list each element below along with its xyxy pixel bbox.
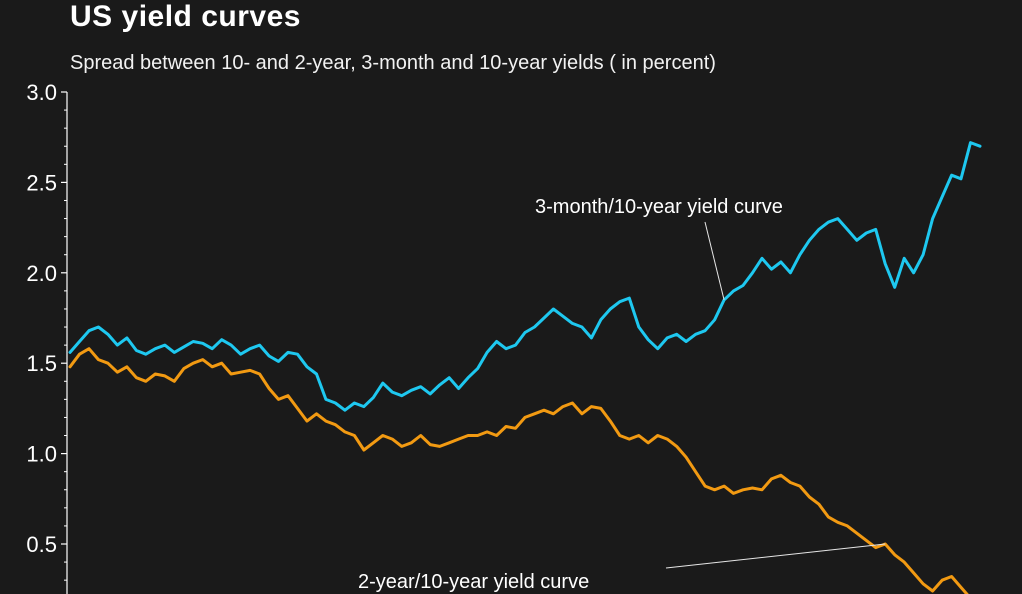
axis-layer: 0.5 1.0 1.5 2.0 2.5 3.0 — [26, 80, 68, 594]
chart-title: US yield curves — [70, 0, 301, 33]
y-tick-label: 3.0 — [26, 80, 57, 105]
annotation-leader-line — [704, 221, 725, 301]
y-tick-label: 1.0 — [26, 442, 57, 467]
chart-subtitle: Spread between 10- and 2-year, 3-month a… — [70, 52, 716, 74]
series-annotation-label: 3-month/10-year yield curve — [535, 196, 783, 218]
annotation-leader-line — [665, 543, 886, 569]
y-tick-label: 2.5 — [26, 170, 57, 195]
annotation-layer: 3-month/10-year yield curve 2-year/10-yea… — [358, 196, 886, 593]
series-line — [68, 141, 982, 412]
series-line — [68, 347, 969, 594]
y-tick-label: 0.5 — [26, 532, 57, 557]
y-tick-label: 1.5 — [26, 351, 57, 376]
series-layer — [68, 141, 982, 594]
series-annotation-label: 2-year/10-year yield curve — [358, 571, 589, 593]
y-tick-label: 2.0 — [26, 261, 57, 286]
